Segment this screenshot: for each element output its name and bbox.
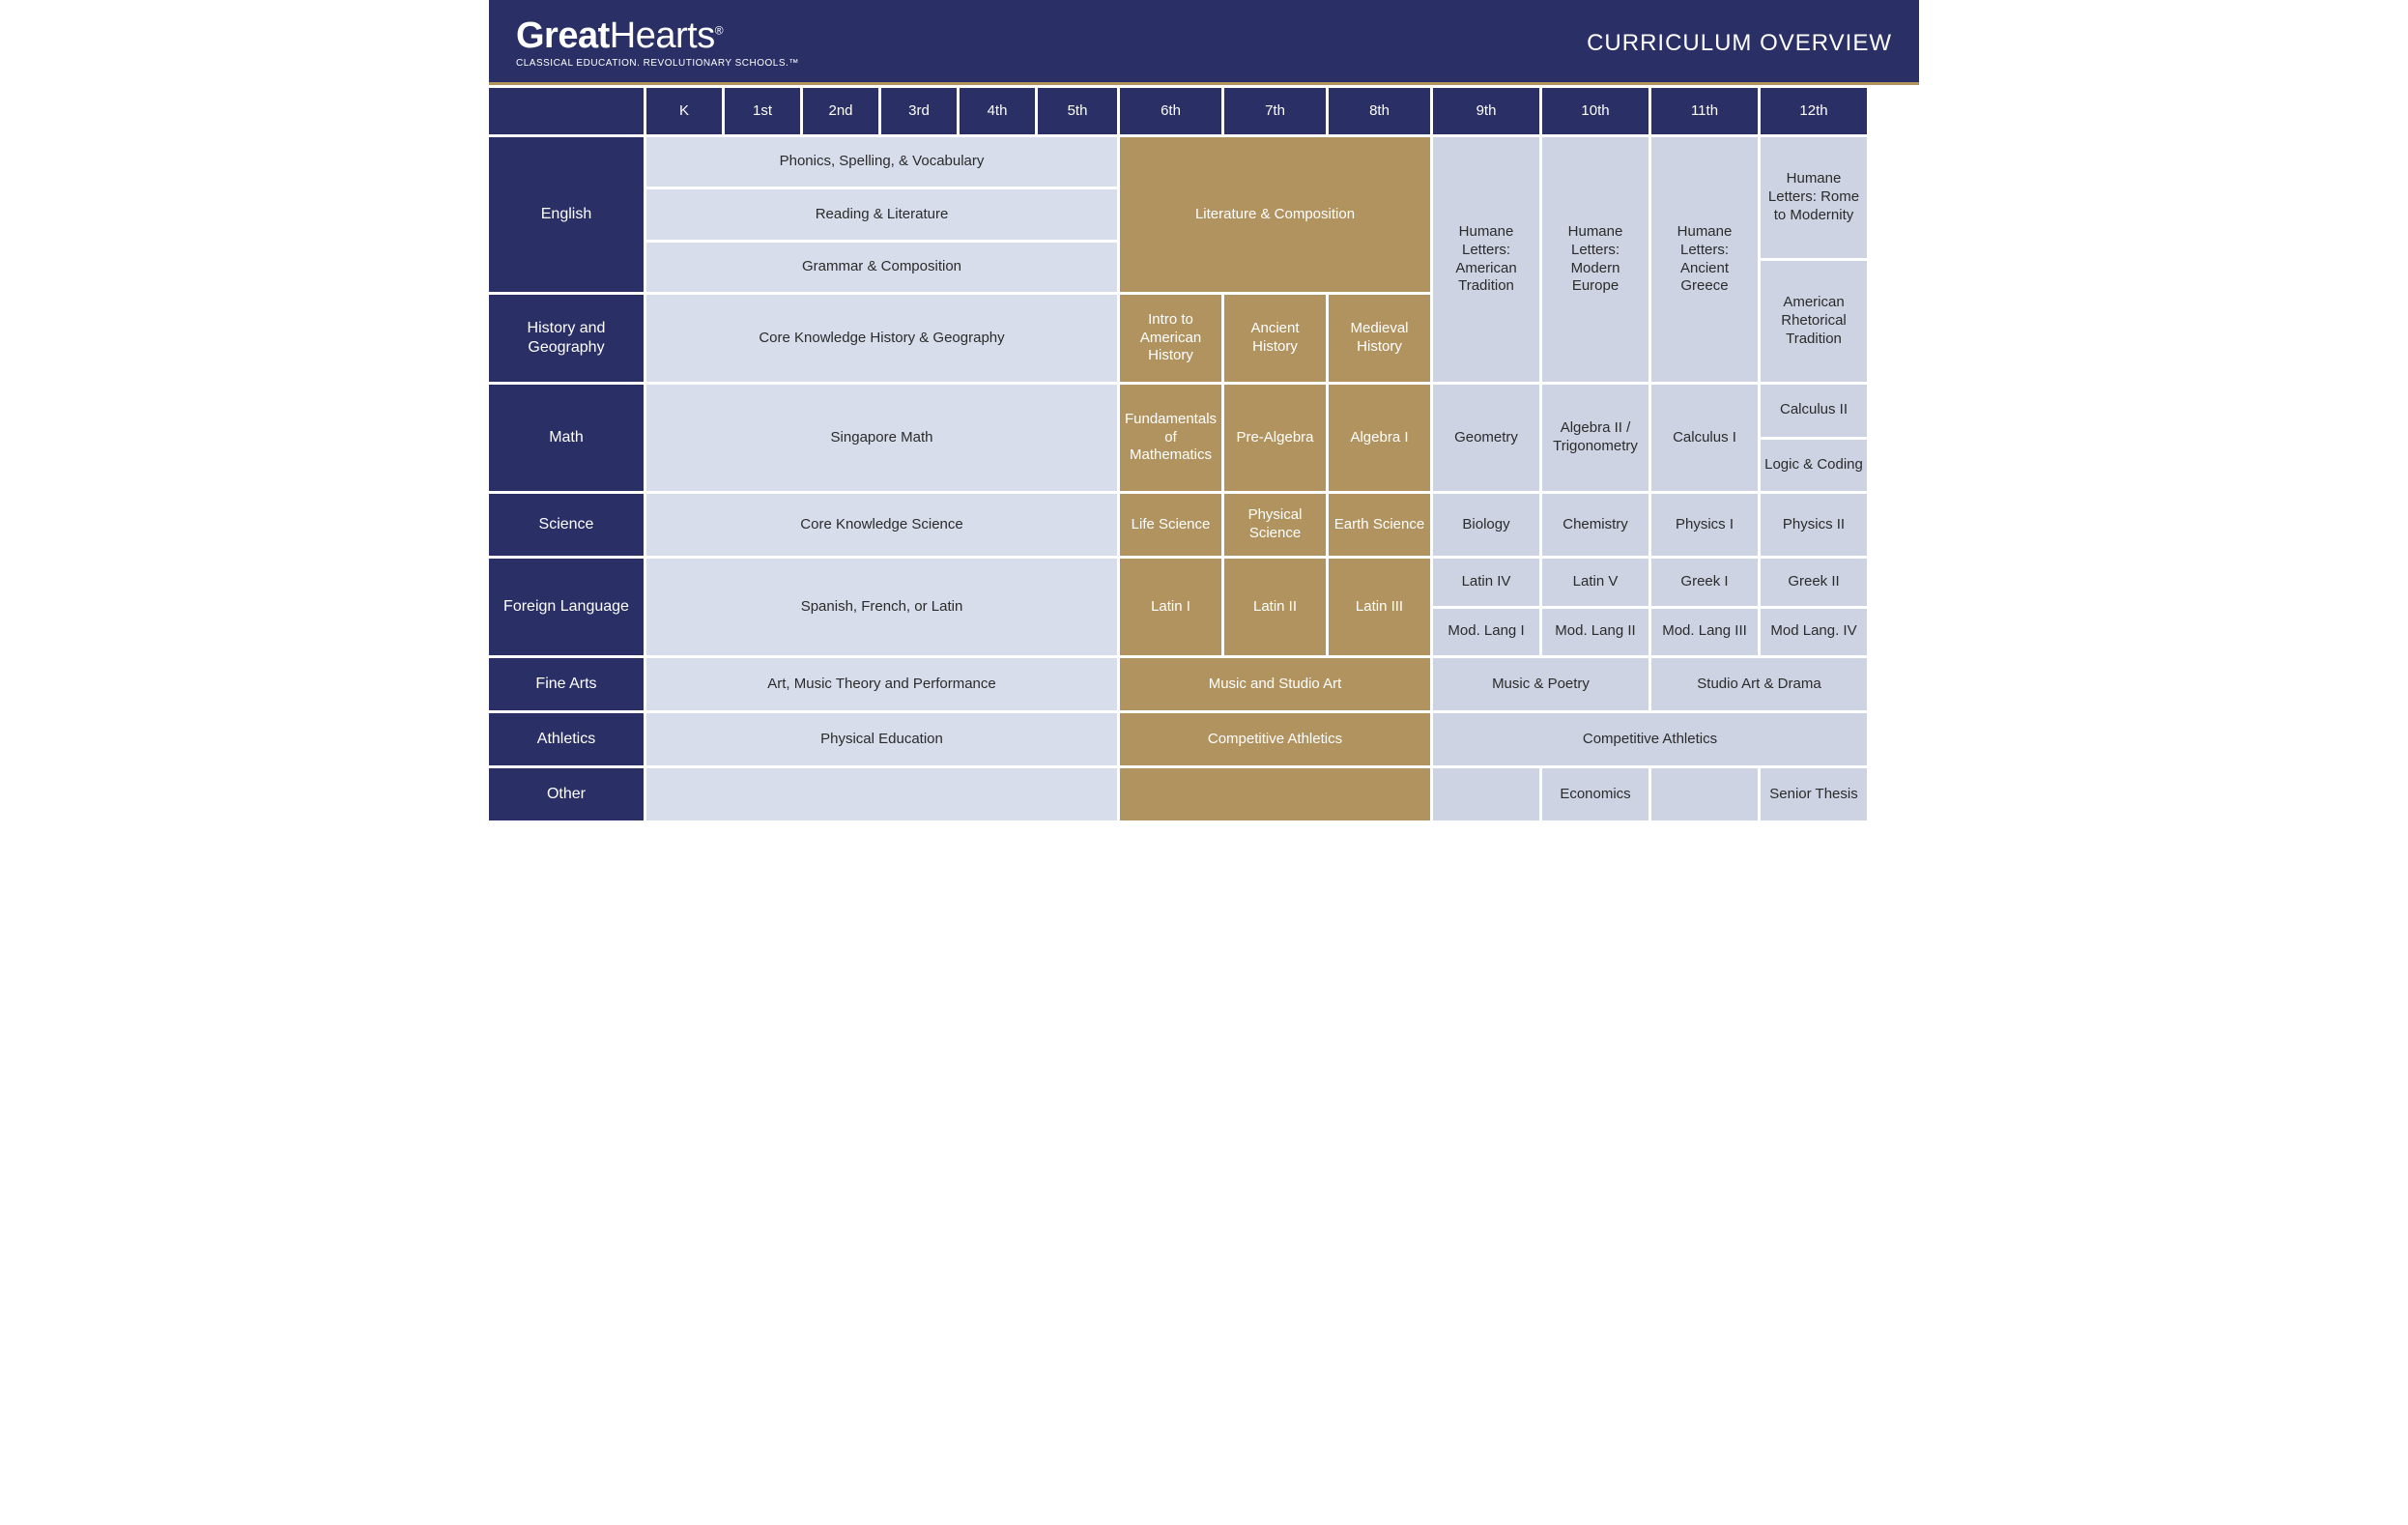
other-k5-blank bbox=[646, 768, 1117, 820]
flang-11-stack: Greek I Mod. Lang III bbox=[1651, 559, 1758, 655]
col-4th: 4th bbox=[960, 88, 1035, 134]
flang-12b: Mod Lang. IV bbox=[1761, 609, 1867, 656]
row-history: History and Geography bbox=[489, 295, 644, 382]
english-k5-reading: Reading & Literature bbox=[646, 189, 1117, 239]
athletics-68: Competitive Athletics bbox=[1120, 713, 1430, 765]
flang-7: Latin II bbox=[1224, 559, 1326, 655]
header: GreatHearts® CLASSICAL EDUCATION. REVOLU… bbox=[489, 0, 1919, 85]
col-6th: 6th bbox=[1120, 88, 1221, 134]
math-12-stack: Calculus II Logic & Coding bbox=[1761, 385, 1867, 491]
col-7th: 7th bbox=[1224, 88, 1326, 134]
brand-registered: ® bbox=[715, 23, 723, 37]
math-8: Algebra I bbox=[1329, 385, 1430, 491]
science-12: Physics II bbox=[1761, 494, 1867, 556]
flang-12-stack: Greek II Mod Lang. IV bbox=[1761, 559, 1867, 655]
flang-6: Latin I bbox=[1120, 559, 1221, 655]
finearts-1112: Studio Art & Drama bbox=[1651, 658, 1867, 710]
math-12b: Logic & Coding bbox=[1761, 440, 1867, 492]
col-12th: 12th bbox=[1761, 88, 1867, 134]
finearts-68: Music and Studio Art bbox=[1120, 658, 1430, 710]
american-rhetorical-tradition: American Rhetorical Tradition bbox=[1761, 261, 1867, 382]
brand-bold: Great bbox=[516, 15, 610, 56]
row-athletics: Athletics bbox=[489, 713, 644, 765]
math-6: Fundamentals of Mathematics bbox=[1120, 385, 1221, 491]
flang-12a: Greek II bbox=[1761, 559, 1867, 606]
flang-k5: Spanish, French, or Latin bbox=[646, 559, 1117, 655]
brand-tagline: CLASSICAL EDUCATION. REVOLUTIONARY SCHOO… bbox=[516, 58, 799, 69]
humane-letters-9: Humane Letters: American Tradition bbox=[1433, 137, 1539, 382]
flang-8: Latin III bbox=[1329, 559, 1430, 655]
finearts-910: Music & Poetry bbox=[1433, 658, 1648, 710]
col-2nd: 2nd bbox=[803, 88, 878, 134]
col-3rd: 3rd bbox=[881, 88, 957, 134]
math-7: Pre-Algebra bbox=[1224, 385, 1326, 491]
athletics-k5: Physical Education bbox=[646, 713, 1117, 765]
col-1st: 1st bbox=[725, 88, 800, 134]
flang-9a: Latin IV bbox=[1433, 559, 1539, 606]
row-other: Other bbox=[489, 768, 644, 820]
humane-letters-11: Humane Letters: Ancient Greece bbox=[1651, 137, 1758, 382]
col-8th: 8th bbox=[1329, 88, 1430, 134]
humane-letters-12: Humane Letters: Rome to Modernity bbox=[1761, 137, 1867, 258]
brand-light: Hearts bbox=[610, 15, 715, 56]
english-k5-grammar: Grammar & Composition bbox=[646, 243, 1117, 292]
science-11: Physics I bbox=[1651, 494, 1758, 556]
history-6: Intro to American History bbox=[1120, 295, 1221, 382]
other-9-blank bbox=[1433, 768, 1539, 820]
science-7: Physical Science bbox=[1224, 494, 1326, 556]
flang-10b: Mod. Lang II bbox=[1542, 609, 1648, 656]
math-10: Algebra II / Trigonometry bbox=[1542, 385, 1648, 491]
row-science: Science bbox=[489, 494, 644, 556]
other-11-blank bbox=[1651, 768, 1758, 820]
flang-10a: Latin V bbox=[1542, 559, 1648, 606]
row-english: English bbox=[489, 137, 644, 292]
history-7: Ancient History bbox=[1224, 295, 1326, 382]
athletics-912: Competitive Athletics bbox=[1433, 713, 1867, 765]
row-math: Math bbox=[489, 385, 644, 491]
math-12a: Calculus II bbox=[1761, 385, 1867, 437]
science-9: Biology bbox=[1433, 494, 1539, 556]
other-10: Economics bbox=[1542, 768, 1648, 820]
curriculum-overview-page: GreatHearts® CLASSICAL EDUCATION. REVOLU… bbox=[489, 0, 1919, 823]
brand: GreatHearts® CLASSICAL EDUCATION. REVOLU… bbox=[516, 17, 799, 69]
col-5th: 5th bbox=[1038, 88, 1117, 134]
other-68-blank bbox=[1120, 768, 1430, 820]
science-10: Chemistry bbox=[1542, 494, 1648, 556]
col-9th: 9th bbox=[1433, 88, 1539, 134]
flang-9-stack: Latin IV Mod. Lang I bbox=[1433, 559, 1539, 655]
brand-wordmark: GreatHearts® bbox=[516, 17, 799, 54]
english-68: Literature & Composition bbox=[1120, 137, 1430, 292]
flang-11a: Greek I bbox=[1651, 559, 1758, 606]
science-8: Earth Science bbox=[1329, 494, 1430, 556]
science-k5: Core Knowledge Science bbox=[646, 494, 1117, 556]
page-title: CURRICULUM OVERVIEW bbox=[1587, 30, 1892, 57]
flang-9b: Mod. Lang I bbox=[1433, 609, 1539, 656]
math-11: Calculus I bbox=[1651, 385, 1758, 491]
flang-11b: Mod. Lang III bbox=[1651, 609, 1758, 656]
col-10th: 10th bbox=[1542, 88, 1648, 134]
math-9: Geometry bbox=[1433, 385, 1539, 491]
row-flang: Foreign Language bbox=[489, 559, 644, 655]
history-k5: Core Knowledge History & Geography bbox=[646, 295, 1117, 382]
english-k5-phonics: Phonics, Spelling, & Vocabulary bbox=[646, 137, 1117, 187]
header-blank bbox=[489, 88, 644, 134]
col-11th: 11th bbox=[1651, 88, 1758, 134]
row-finearts: Fine Arts bbox=[489, 658, 644, 710]
other-12: Senior Thesis bbox=[1761, 768, 1867, 820]
col-k: K bbox=[646, 88, 722, 134]
humane-letters-10: Humane Letters: Modern Europe bbox=[1542, 137, 1648, 382]
finearts-k5: Art, Music Theory and Performance bbox=[646, 658, 1117, 710]
curriculum-grid: K 1st 2nd 3rd 4th 5th 6th 7th 8th 9th 10… bbox=[489, 85, 1919, 823]
english-12-stack: Humane Letters: Rome to Modernity Americ… bbox=[1761, 137, 1867, 382]
math-k5: Singapore Math bbox=[646, 385, 1117, 491]
history-8: Medieval History bbox=[1329, 295, 1430, 382]
science-6: Life Science bbox=[1120, 494, 1221, 556]
flang-10-stack: Latin V Mod. Lang II bbox=[1542, 559, 1648, 655]
